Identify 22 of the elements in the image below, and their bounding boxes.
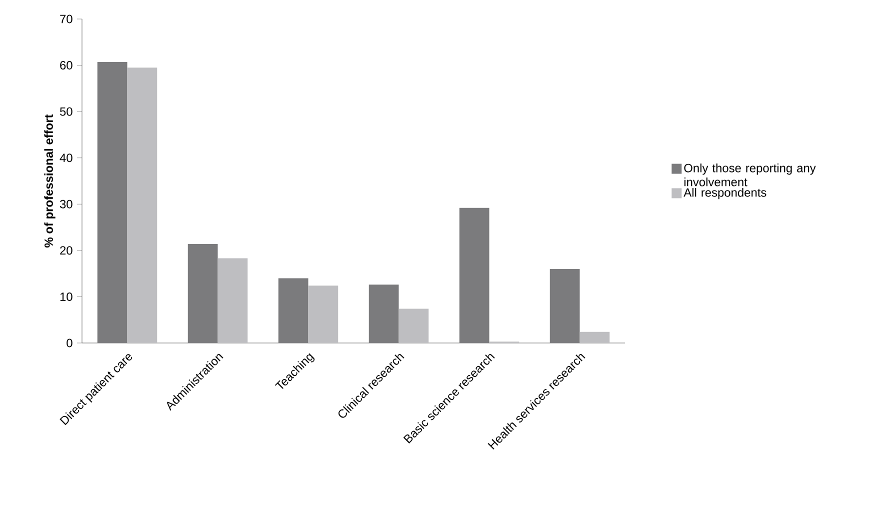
bar <box>398 308 429 343</box>
bar <box>218 258 248 343</box>
legend-label: All respondents <box>684 188 766 200</box>
y-tick-label: 10 <box>60 292 72 301</box>
y-tick-label: 70 <box>60 14 72 24</box>
bar <box>550 268 580 343</box>
y-tick-label: 40 <box>60 154 72 162</box>
y-tick-label: 30 <box>60 200 72 208</box>
bar <box>278 278 308 343</box>
y-tick-label: 50 <box>60 107 72 116</box>
y-tick-label: 60 <box>60 61 72 70</box>
bar <box>127 68 158 343</box>
legend-label: Only those reporting any involvement <box>684 164 816 186</box>
y-axis-title: % of professional effort <box>44 114 56 248</box>
bar <box>308 286 338 343</box>
bar <box>459 208 490 343</box>
bar <box>368 284 399 343</box>
y-tick-label: 0 <box>66 338 72 348</box>
y-tick-label: 20 <box>60 246 72 255</box>
bar <box>97 62 128 343</box>
bar <box>580 332 610 343</box>
bar <box>188 244 218 343</box>
